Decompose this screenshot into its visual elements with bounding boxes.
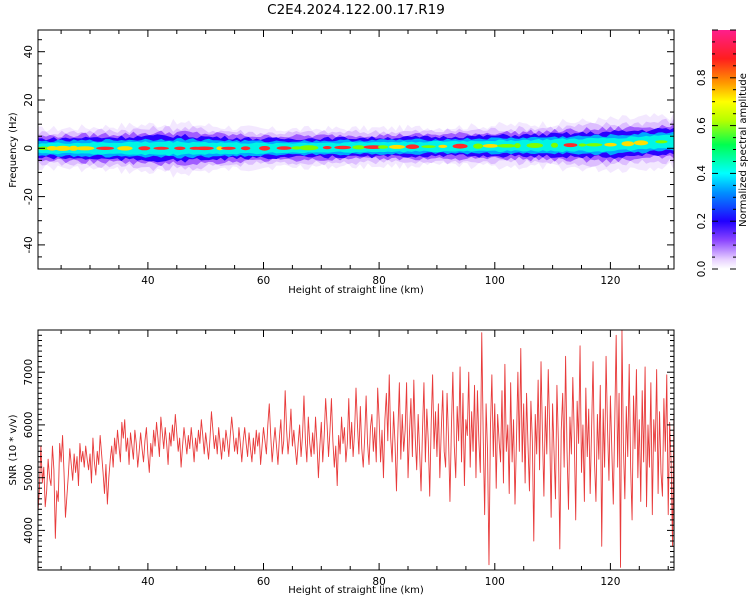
spectral-hotspot [514, 143, 521, 149]
spectral-hotspot [526, 143, 544, 148]
spectrogram-y-tick-label: -40 [23, 236, 35, 253]
snr-y-label: SNR (10 * v/v) [8, 414, 19, 485]
spectral-hotspot [438, 144, 448, 148]
spectrogram-x-label: Height of straight line (km) [288, 285, 424, 296]
spectral-hotspot [655, 140, 668, 144]
colorbar-tick-label: 0.2 [696, 213, 708, 230]
spectral-hotspot [334, 145, 352, 150]
spectrogram-x-tick-label: 40 [141, 275, 154, 287]
spectral-hotspot [421, 145, 436, 149]
colorbar-tick-label: 0.0 [696, 261, 708, 278]
spectral-hotspot [174, 146, 186, 150]
spectrogram-y-label: Frequency (Hz) [8, 112, 19, 188]
colorbar-tick-label: 0.6 [696, 117, 708, 134]
spectral-hotspot [363, 145, 383, 150]
spectrogram-x-tick-label: 120 [600, 275, 620, 287]
spectrogram-y-tick-label: 0 [23, 145, 35, 152]
snr-panel: 40 60 80 100 120 4000 5000 6000 7000 Height of s… [8, 329, 675, 596]
spectral-hotspot [473, 143, 484, 149]
colorbar-label: Normalized spectral amplitude [738, 73, 749, 227]
spectrogram-x-tick-label: 60 [257, 275, 270, 287]
spectral-hotspot [551, 142, 558, 148]
spectral-hotspot [54, 145, 72, 151]
spectral-hotspot [377, 145, 389, 149]
spectral-band [38, 112, 674, 178]
snr-y-tick-label: 6000 [23, 412, 35, 439]
spectral-hotspot [75, 146, 95, 151]
spectral-hotspot [96, 146, 115, 150]
spectral-hotspot [322, 146, 332, 150]
spectrogram-frame [37, 29, 675, 270]
snr-y-tick-label: 7000 [23, 359, 35, 386]
spectral-hotspot [621, 141, 635, 147]
snr-x-tick-label: 60 [257, 576, 270, 588]
spectrogram-y-tick-label: -20 [23, 188, 35, 205]
spectrogram-y-tick-label: 40 [23, 45, 35, 58]
snr-x-tick-label: 40 [141, 576, 154, 588]
spectral-hotspot [194, 146, 214, 151]
spectral-hotspot [153, 146, 169, 150]
colorbar-tick-label: 0.4 [696, 165, 708, 182]
spectral-hotspot [578, 143, 587, 147]
colorbar-tick-label: 0.8 [696, 69, 708, 86]
spectral-hotspot [452, 143, 468, 149]
snr-x-tick-label: 100 [485, 576, 505, 588]
spectral-hotspot [221, 146, 236, 150]
colorbar: 0.0 0.2 0.4 0.6 0.8 Normalized spectral ampl… [696, 29, 749, 278]
spectrogram-x-tick-label: 100 [485, 275, 505, 287]
snr-x-tick-label: 120 [600, 576, 620, 588]
spectrogram-y-tick-label: 20 [23, 93, 35, 106]
spectral-hotspot [68, 145, 79, 151]
spectral-hotspot [117, 146, 133, 151]
spectral-hotspot [633, 140, 649, 146]
spectral-hotspot [497, 144, 516, 148]
spectral-hotspot [138, 146, 151, 151]
spectral-hotspot [388, 144, 406, 149]
figure-title: C2E4.2024.122.00.17.R19 [267, 2, 445, 18]
snr-ticks: 40 60 80 100 120 4000 5000 6000 7000 [23, 329, 674, 588]
spectral-hotspot [276, 146, 292, 150]
spectrogram-ticks: 40 60 80 100 120 40 20 0 -20 -40 [23, 30, 674, 287]
snr-frame [37, 329, 675, 571]
spectral-hotspot [240, 146, 251, 151]
snr-y-tick-label: 4000 [23, 517, 35, 544]
spectral-hotspot [298, 145, 319, 151]
spectral-band-layer [38, 134, 674, 156]
snr-y-tick-label: 5000 [23, 464, 35, 491]
spectral-hotspot [46, 146, 58, 151]
colorbar-gradient [712, 30, 736, 269]
spectral-hotspot [405, 144, 420, 149]
spectral-hotspot [586, 143, 603, 147]
snr-series-line [38, 330, 674, 568]
spectral-hotspot [604, 142, 617, 147]
colorbar-ticks: 0.0 0.2 0.4 0.6 0.8 [696, 29, 736, 278]
spectral-hotspot [563, 143, 578, 148]
spectral-hotspot [352, 145, 366, 150]
spectral-hotspot [291, 146, 302, 150]
snr-x-tick-label: 80 [372, 576, 385, 588]
snr-x-label: Height of straight line (km) [288, 585, 424, 596]
spectrogram-panel: 40 60 80 100 120 40 20 0 -20 -40 Height of straig… [8, 29, 675, 296]
spectrogram-x-tick-label: 80 [372, 275, 385, 287]
spectral-hotspot [259, 146, 271, 151]
spectral-hotspot [216, 146, 224, 151]
spectral-hotspot [482, 144, 499, 148]
